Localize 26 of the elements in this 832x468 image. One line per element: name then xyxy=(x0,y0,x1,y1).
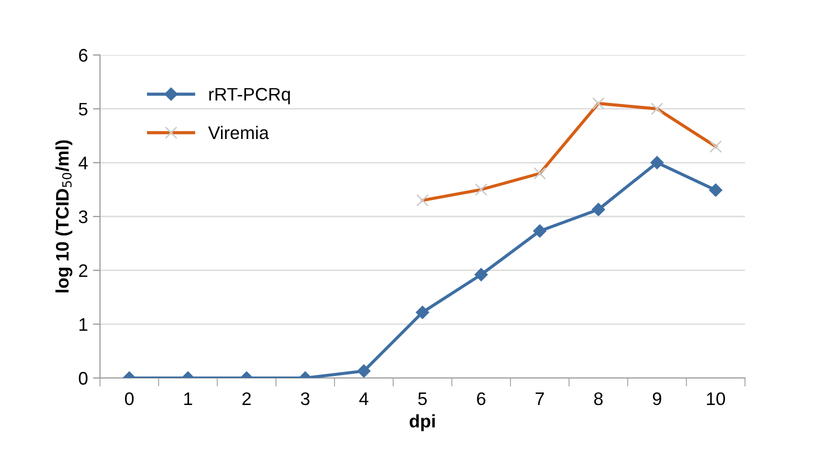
point xyxy=(650,156,664,170)
point xyxy=(709,184,722,197)
point xyxy=(533,224,546,238)
y-tick-label: 3 xyxy=(78,210,88,224)
y-tick-label: 0 xyxy=(78,372,88,385)
x-axis-title: dpi xyxy=(410,414,435,432)
point xyxy=(592,202,605,216)
x-tick-label: 9 xyxy=(652,392,662,406)
y-tick-label: 1 xyxy=(80,318,88,331)
x-tick-label: 8 xyxy=(594,392,603,406)
y-tick-label: 4 xyxy=(78,156,88,170)
x-tick-label: 10 xyxy=(707,392,726,406)
y-tick-label: 5 xyxy=(78,102,88,116)
x-tick-label: 3 xyxy=(300,392,310,406)
y-tick-label: 2 xyxy=(79,264,88,277)
x-tick-label: 5 xyxy=(418,392,427,406)
y-tick-label: 6 xyxy=(79,48,88,62)
x-tick-label: 7 xyxy=(536,392,544,405)
x-tick-label: 4 xyxy=(359,392,368,405)
legend-label: Viremia xyxy=(208,126,269,140)
x-tick-label: 1 xyxy=(184,392,192,405)
x-tick-label: 0 xyxy=(125,392,134,406)
x-tick-label: 6 xyxy=(477,392,486,406)
x-tick-label: 2 xyxy=(242,392,251,405)
y-axis-title: log 10 (TCID$_{50}$/ml) xyxy=(55,140,72,292)
legend-label: rRT-PCRq xyxy=(209,88,290,104)
